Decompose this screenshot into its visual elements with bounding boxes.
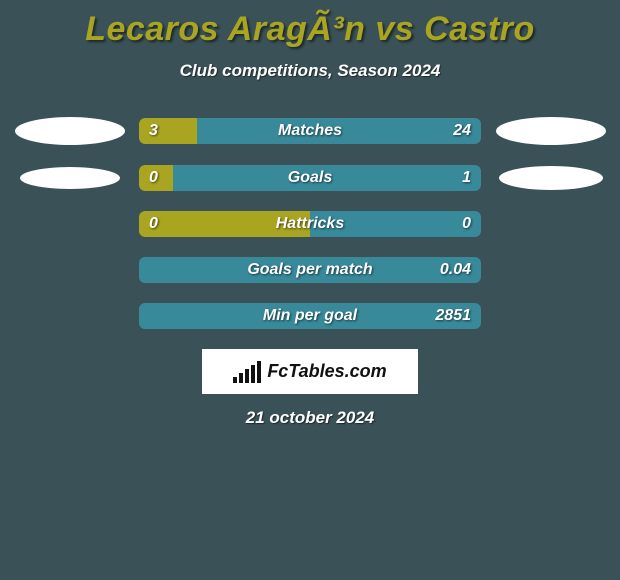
stat-row: Min per goal2851: [0, 303, 620, 329]
stat-label: Hattricks: [139, 211, 481, 237]
stat-label: Goals: [139, 165, 481, 191]
stat-label: Matches: [139, 118, 481, 144]
bar-chart-icon-bar: [251, 365, 255, 383]
stat-row: 3Matches24: [0, 117, 620, 145]
stat-row: Goals per match0.04: [0, 257, 620, 283]
bar-chart-icon-bar: [239, 373, 243, 383]
bar-chart-icon: [233, 361, 261, 383]
comparison-card: Lecaros AragÃ³n vs Castro Club competiti…: [0, 0, 620, 428]
logo-text: FcTables.com: [267, 361, 386, 382]
player-right-oval: [499, 166, 603, 190]
player-left-oval: [15, 117, 125, 145]
date-label: 21 october 2024: [0, 408, 620, 428]
stat-bar: 0Goals1: [139, 165, 481, 191]
left-slot: [10, 167, 129, 189]
bar-chart-icon-bar: [257, 361, 261, 383]
stat-bar: 0Hattricks0: [139, 211, 481, 237]
stat-right-value: 24: [453, 118, 471, 144]
stat-row: 0Goals1: [0, 165, 620, 191]
fctables-logo: FcTables.com: [202, 349, 418, 394]
player-left-oval: [20, 167, 120, 189]
stat-right-value: 0.04: [440, 257, 471, 283]
stat-right-value: 0: [462, 211, 471, 237]
stat-right-value: 2851: [435, 303, 471, 329]
left-slot: [10, 117, 129, 145]
stat-bar: Min per goal2851: [139, 303, 481, 329]
bar-chart-icon-bar: [245, 369, 249, 383]
stat-rows: 3Matches240Goals10Hattricks0Goals per ma…: [0, 117, 620, 329]
right-slot: [491, 117, 610, 145]
player-right-oval: [496, 117, 606, 145]
stat-label: Goals per match: [139, 257, 481, 283]
page-title: Lecaros AragÃ³n vs Castro: [0, 10, 620, 49]
stat-bar: Goals per match0.04: [139, 257, 481, 283]
stat-right-value: 1: [462, 165, 471, 191]
subtitle: Club competitions, Season 2024: [0, 61, 620, 81]
stat-label: Min per goal: [139, 303, 481, 329]
stat-row: 0Hattricks0: [0, 211, 620, 237]
bar-chart-icon-bar: [233, 377, 237, 383]
stat-bar: 3Matches24: [139, 118, 481, 144]
right-slot: [491, 166, 610, 190]
